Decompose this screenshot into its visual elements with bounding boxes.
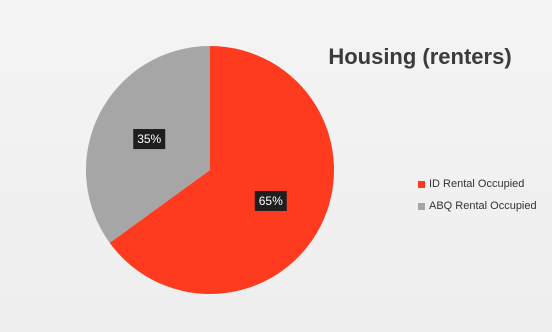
- data-label-text: 35%: [137, 132, 161, 146]
- data-label-box: [133, 129, 166, 150]
- data-label-id-rental: 65%: [254, 190, 287, 211]
- legend-label: ID Rental Occupied: [429, 178, 525, 190]
- legend: ID Rental Occupied ABQ Rental Occupied: [418, 176, 537, 220]
- data-label-abq-rental: 35%: [133, 129, 166, 150]
- pie-data-labels: 65% 35%: [133, 129, 287, 211]
- legend-item-abq-rental: ABQ Rental Occupied: [418, 198, 537, 214]
- chart-title: Housing (renters): [328, 44, 512, 69]
- pie-slice-id-rental: [109, 46, 335, 294]
- pie-slices: [86, 46, 335, 294]
- data-label-box: [254, 190, 287, 211]
- legend-label: ABQ Rental Occupied: [429, 200, 537, 212]
- legend-swatch: [418, 202, 425, 210]
- legend-item-id-rental: ID Rental Occupied: [418, 176, 537, 192]
- data-label-text: 65%: [259, 194, 283, 208]
- legend-swatch: [418, 180, 425, 188]
